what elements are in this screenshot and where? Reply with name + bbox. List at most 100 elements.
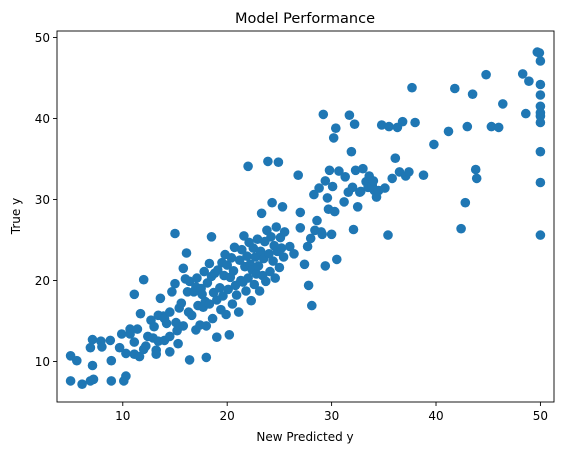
data-point (268, 256, 278, 266)
data-point (106, 376, 117, 386)
data-point (88, 374, 99, 385)
data-point (486, 121, 497, 132)
data-point (270, 273, 281, 283)
data-point (176, 298, 187, 309)
data-point (462, 121, 473, 132)
data-point (222, 260, 232, 270)
data-point (318, 109, 329, 120)
data-point (380, 183, 390, 193)
data-point (155, 293, 166, 304)
data-point (493, 122, 504, 133)
data-point (535, 177, 546, 188)
data-point (535, 146, 546, 157)
data-point (178, 321, 189, 331)
y-tick-label: 10 (35, 355, 50, 369)
data-point (233, 307, 244, 317)
data-point (243, 161, 253, 172)
y-tick-label: 50 (35, 31, 50, 45)
data-point (535, 56, 546, 66)
y-tick-label: 40 (35, 112, 50, 126)
data-point (228, 266, 239, 276)
data-point (121, 371, 131, 381)
data-point (212, 332, 222, 343)
data-point (328, 133, 339, 143)
data-point (165, 331, 175, 342)
data-point (201, 321, 212, 331)
data-point (339, 197, 349, 207)
data-point (199, 266, 209, 277)
x-tick-label: 10 (115, 409, 130, 423)
data-point (267, 197, 277, 208)
data-point (121, 348, 131, 359)
data-point (77, 379, 87, 390)
data-point (390, 153, 401, 163)
data-point (277, 202, 288, 212)
data-point (352, 202, 363, 212)
data-point (87, 360, 98, 371)
data-point (181, 248, 192, 258)
data-point (165, 307, 175, 317)
data-point (305, 233, 316, 244)
x-tick-label: 40 (428, 409, 443, 423)
data-point (186, 310, 197, 321)
plot-frame (56, 30, 555, 403)
data-point (326, 229, 337, 240)
data-point (534, 48, 545, 58)
data-point (348, 224, 359, 235)
y-tick-label: 30 (35, 193, 50, 207)
data-point (249, 279, 260, 290)
data-point (347, 182, 358, 193)
data-point (231, 290, 242, 300)
data-point (334, 166, 344, 176)
data-point (285, 241, 295, 252)
data-point (535, 79, 546, 90)
x-axis-label: New Predicted y (256, 430, 353, 444)
data-point (535, 230, 546, 240)
data-point (368, 176, 379, 186)
data-point (295, 207, 306, 218)
data-point (201, 352, 212, 363)
data-point (327, 181, 338, 192)
data-point (252, 234, 263, 244)
data-point (278, 252, 289, 262)
data-point (204, 299, 215, 309)
data-point (161, 318, 172, 329)
data-point (171, 317, 181, 328)
data-point (254, 286, 265, 296)
data-point (383, 230, 393, 240)
data-point (265, 266, 275, 277)
data-point (456, 223, 466, 234)
data-point (227, 299, 238, 309)
data-point (302, 241, 313, 252)
data-point (299, 259, 310, 270)
data-point (105, 335, 116, 346)
data-point (443, 126, 454, 137)
data-point (170, 278, 180, 289)
data-point (276, 243, 287, 253)
data-point (303, 280, 314, 291)
data-point (274, 262, 285, 273)
data-point (248, 243, 259, 253)
data-point (178, 263, 189, 274)
data-point (97, 342, 107, 352)
data-point (358, 163, 368, 174)
data-point (129, 337, 140, 347)
data-point (309, 189, 319, 200)
data-point (273, 157, 284, 167)
data-point (221, 309, 231, 320)
data-point (256, 208, 267, 219)
data-point (215, 283, 225, 293)
data-point (165, 347, 175, 357)
data-point (125, 329, 135, 339)
y-axis-label: True y (9, 198, 23, 235)
data-point (229, 242, 240, 253)
data-point (470, 164, 481, 175)
data-point (524, 76, 534, 86)
data-point (331, 123, 341, 133)
data-point (320, 261, 331, 271)
data-point (307, 300, 317, 311)
data-point (207, 313, 218, 324)
data-point (65, 376, 76, 386)
data-point (116, 329, 127, 339)
data-point (135, 308, 146, 319)
